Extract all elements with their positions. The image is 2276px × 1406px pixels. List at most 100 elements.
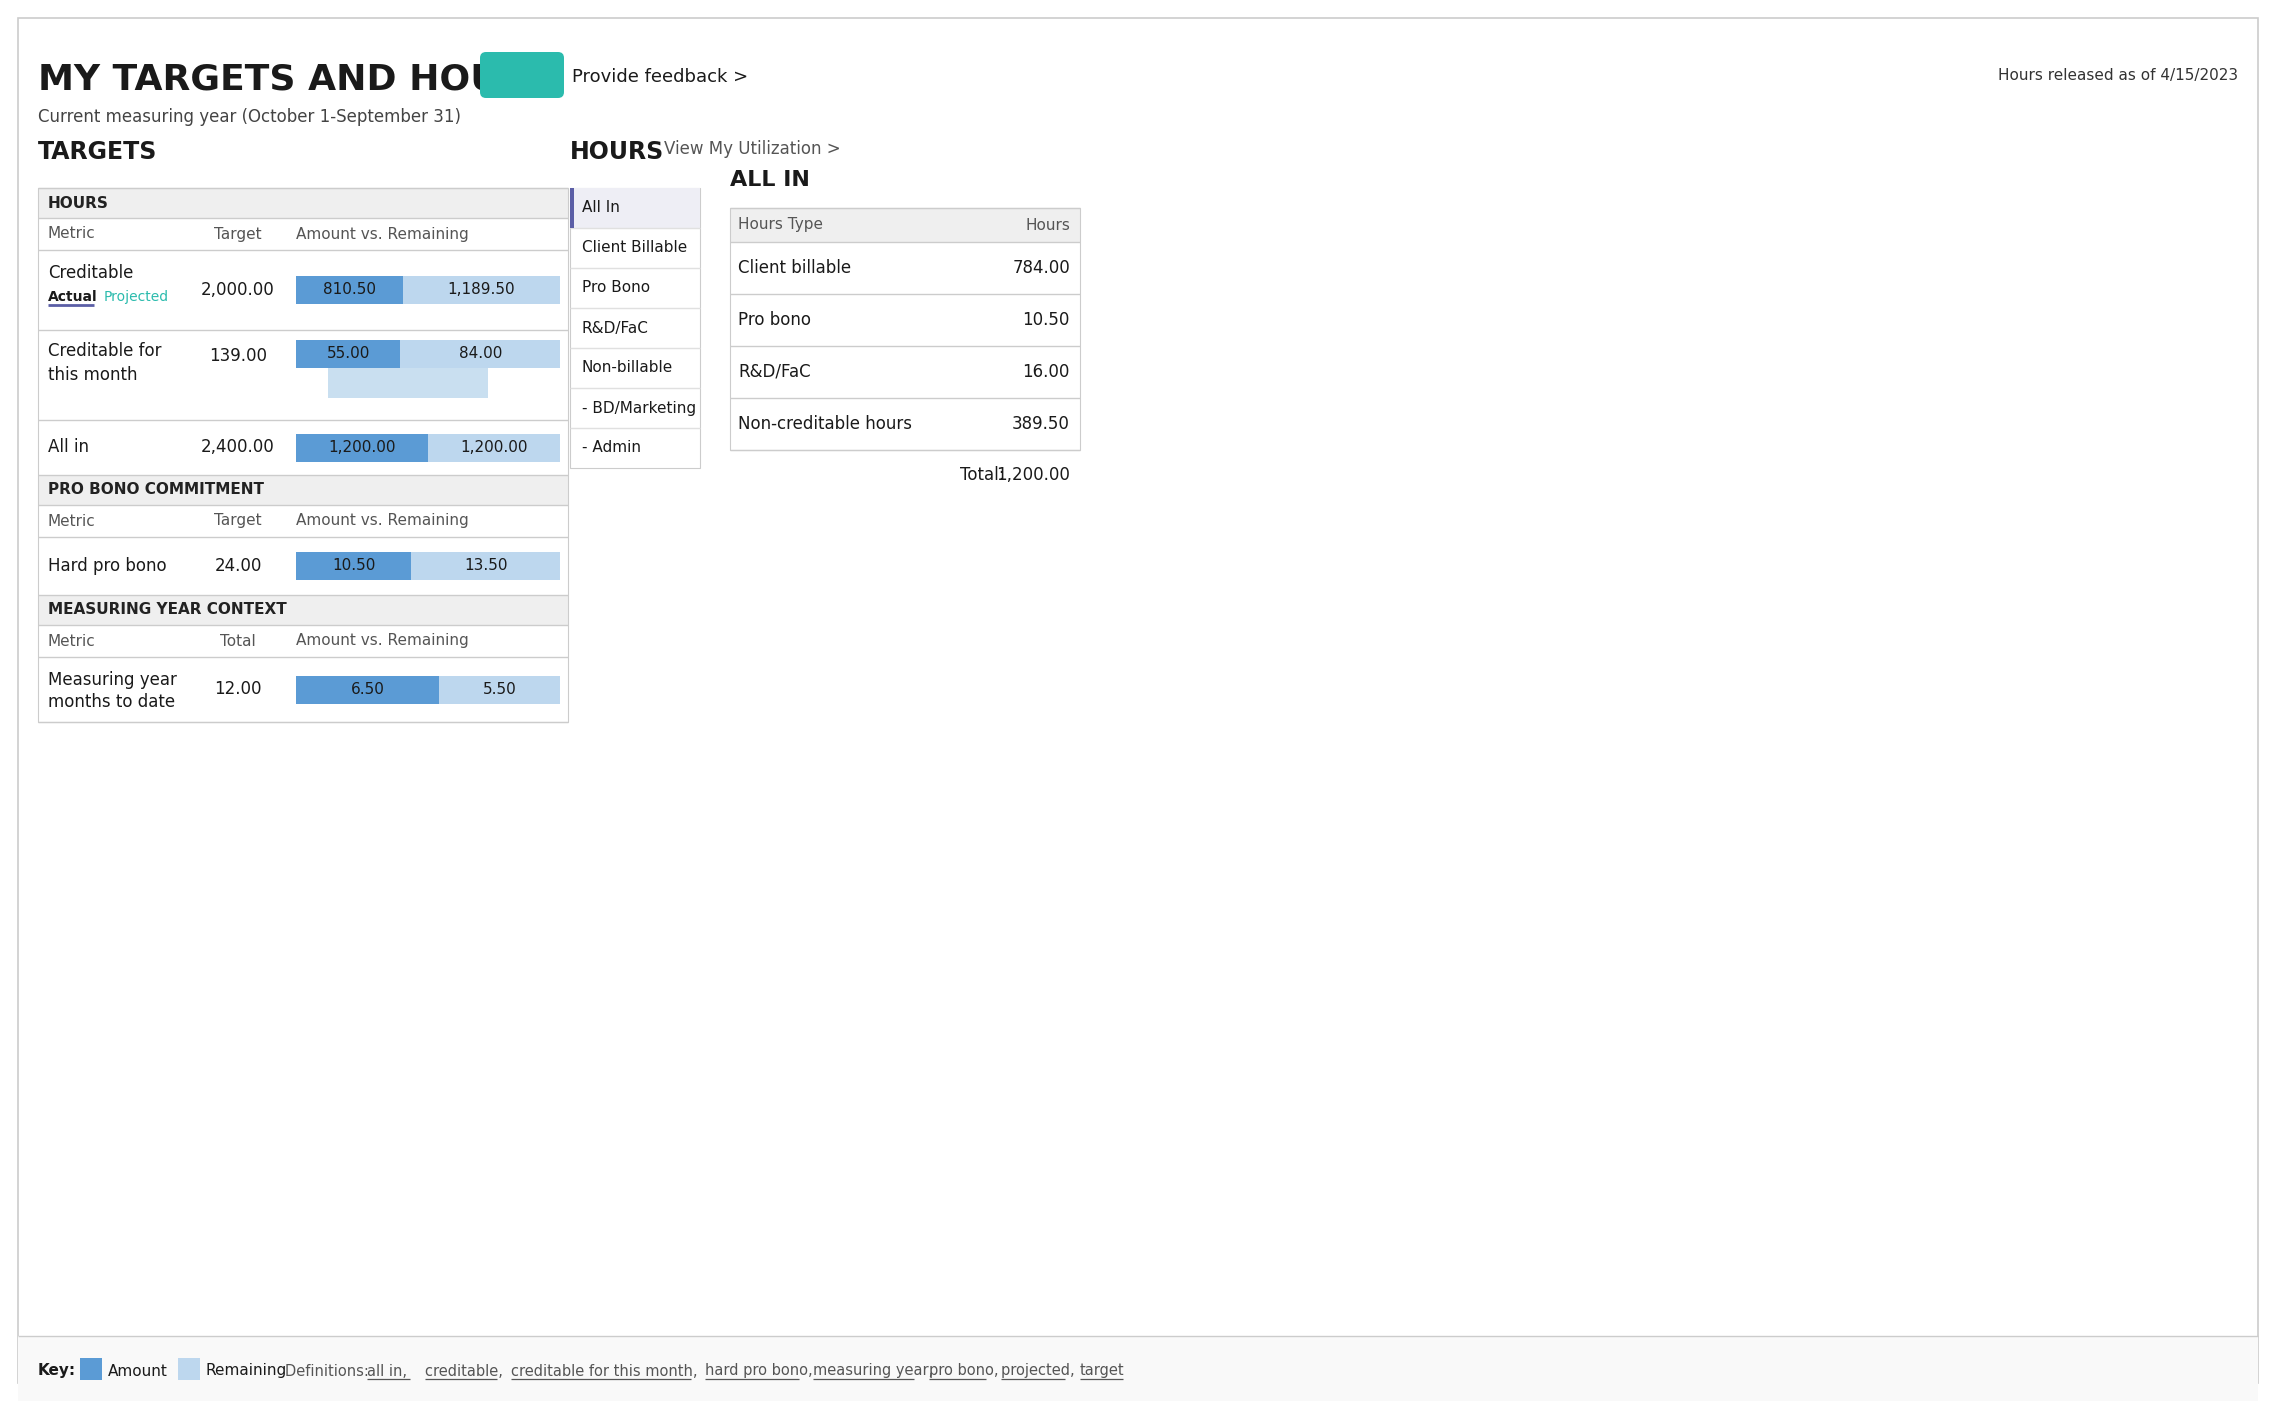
Text: Metric: Metric (48, 226, 96, 242)
Text: 16.00: 16.00 (1022, 363, 1070, 381)
Text: Definitions:: Definitions: (284, 1364, 373, 1378)
Text: 5.50: 5.50 (483, 682, 517, 697)
Bar (401, 340, 560, 368)
Text: Non-creditable hours: Non-creditable hours (737, 415, 913, 433)
Text: All In: All In (583, 201, 619, 215)
Bar (569, 188, 701, 468)
Text: 784.00: 784.00 (1013, 259, 1070, 277)
Text: Target: Target (214, 226, 262, 242)
Text: Provide feedback >: Provide feedback > (571, 67, 749, 86)
Bar (328, 368, 489, 398)
Text: 139.00: 139.00 (209, 347, 266, 366)
Text: Total: Total (221, 634, 255, 648)
Text: 50% of target: 50% of target (355, 375, 460, 391)
Text: TARGETS: TARGETS (39, 141, 157, 165)
Bar (731, 208, 1081, 450)
Text: 810.50: 810.50 (323, 283, 376, 298)
Bar (296, 276, 403, 304)
Bar (39, 595, 569, 626)
Text: Total:: Total: (960, 465, 1004, 484)
Text: Metric: Metric (48, 513, 96, 529)
Text: 389.50: 389.50 (1013, 415, 1070, 433)
Text: PRO BONO COMMITMENT: PRO BONO COMMITMENT (48, 482, 264, 498)
Bar (296, 340, 401, 368)
Text: creditable,: creditable, (426, 1364, 508, 1378)
Bar (403, 276, 560, 304)
Text: Key:: Key: (39, 1364, 75, 1378)
Bar (412, 553, 560, 581)
Text: Client Billable: Client Billable (583, 240, 687, 256)
Text: 1,200.00: 1,200.00 (328, 440, 396, 456)
Text: Hard pro bono: Hard pro bono (48, 557, 166, 575)
Bar (569, 188, 701, 228)
Text: 6.50: 6.50 (351, 682, 385, 697)
Text: Pro Bono: Pro Bono (583, 281, 651, 295)
Text: 12.00: 12.00 (214, 681, 262, 699)
Bar (296, 433, 428, 461)
Text: Amount: Amount (107, 1364, 168, 1378)
Text: MEASURING YEAR CONTEXT: MEASURING YEAR CONTEXT (48, 603, 287, 617)
Text: 10.50: 10.50 (1022, 311, 1070, 329)
Text: Projected: Projected (105, 290, 168, 304)
Bar (569, 188, 574, 228)
Bar (39, 475, 569, 505)
Text: Amount vs. Remaining: Amount vs. Remaining (296, 513, 469, 529)
Text: target: target (1079, 1364, 1124, 1378)
Text: months to date: months to date (48, 693, 175, 711)
Text: Measuring year: Measuring year (48, 671, 178, 689)
Text: HOURS: HOURS (48, 195, 109, 211)
Text: Metric: Metric (48, 634, 96, 648)
Text: 24.00: 24.00 (214, 557, 262, 575)
Text: MY TARGETS AND HOURS: MY TARGETS AND HOURS (39, 62, 553, 96)
Text: Current measuring year (October 1-September 31): Current measuring year (October 1-Septem… (39, 108, 462, 127)
Text: projected,: projected, (1001, 1364, 1079, 1378)
Text: ALL IN: ALL IN (731, 170, 810, 190)
Bar (80, 1358, 102, 1381)
Text: Client billable: Client billable (737, 259, 851, 277)
Text: Target: Target (214, 513, 262, 529)
Text: creditable for this month,: creditable for this month, (512, 1364, 701, 1378)
Bar (428, 433, 560, 461)
Text: 10.50: 10.50 (332, 558, 376, 574)
Text: hard pro bono,: hard pro bono, (706, 1364, 817, 1378)
Text: Creditable for: Creditable for (48, 342, 162, 360)
Text: Remaining: Remaining (207, 1364, 287, 1378)
Text: pro bono,: pro bono, (929, 1364, 1004, 1378)
Text: Actual: Actual (48, 290, 98, 304)
Text: 55.00: 55.00 (325, 346, 371, 361)
Text: 2,400.00: 2,400.00 (200, 439, 275, 457)
Bar (178, 1358, 200, 1381)
Text: 13.50: 13.50 (464, 558, 508, 574)
Text: this month: this month (48, 366, 137, 384)
Bar (439, 675, 560, 703)
Text: Amount vs. Remaining: Amount vs. Remaining (296, 634, 469, 648)
Text: - Admin: - Admin (583, 440, 642, 456)
Text: View My Utilization >: View My Utilization > (665, 141, 840, 157)
Text: R&D/FaC: R&D/FaC (737, 363, 810, 381)
Text: Creditable: Creditable (48, 264, 134, 283)
Bar (18, 1336, 2258, 1400)
Text: FAQs: FAQs (501, 67, 544, 83)
Text: 1,189.50: 1,189.50 (448, 283, 514, 298)
Text: Hours Type: Hours Type (737, 218, 824, 232)
Text: Amount vs. Remaining: Amount vs. Remaining (296, 226, 469, 242)
Text: All in: All in (48, 439, 89, 457)
Text: 1,200.00: 1,200.00 (997, 465, 1070, 484)
Bar (731, 208, 1081, 242)
Bar (39, 188, 569, 723)
Text: Non-billable: Non-billable (583, 360, 674, 375)
Text: Hours released as of 4/15/2023: Hours released as of 4/15/2023 (1998, 67, 2237, 83)
Text: R&D/FaC: R&D/FaC (583, 321, 649, 336)
Text: 1,200.00: 1,200.00 (460, 440, 528, 456)
Text: 2,000.00: 2,000.00 (200, 281, 275, 299)
Bar (296, 675, 439, 703)
Text: Pro bono: Pro bono (737, 311, 810, 329)
Text: HOURS: HOURS (569, 141, 665, 165)
Text: all in,: all in, (366, 1364, 412, 1378)
Text: 84.00: 84.00 (457, 346, 503, 361)
Bar (296, 553, 412, 581)
FancyBboxPatch shape (480, 52, 564, 98)
Text: - BD/Marketing: - BD/Marketing (583, 401, 696, 416)
Bar (39, 188, 569, 218)
Text: measuring year,: measuring year, (813, 1364, 938, 1378)
